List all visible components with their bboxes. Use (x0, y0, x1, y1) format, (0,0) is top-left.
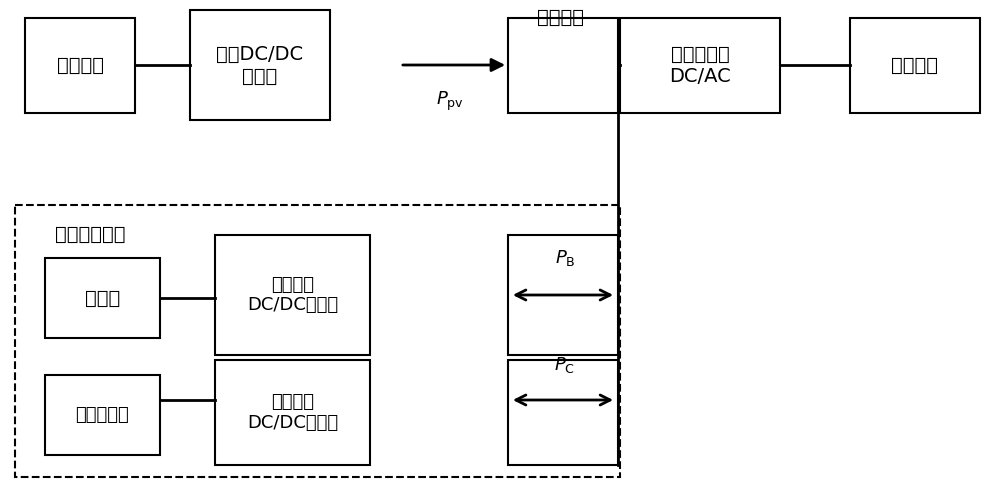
Text: $P_{\mathrm{B}}$: $P_{\mathrm{B}}$ (555, 248, 575, 268)
Bar (215, 235, 370, 355)
Text: 蓄电池: 蓄电池 (85, 289, 120, 308)
Bar (508, 235, 618, 355)
Bar (508, 360, 618, 465)
Bar (15, 205, 620, 477)
Bar (25, 18, 135, 113)
Text: $P_{\mathrm{pv}}$: $P_{\mathrm{pv}}$ (436, 90, 464, 113)
Bar (215, 360, 370, 465)
Text: 并网逆变器
DC/AC: 并网逆变器 DC/AC (669, 45, 731, 86)
Bar (620, 18, 780, 113)
Text: 光伏系统: 光伏系统 (56, 56, 104, 75)
Bar (45, 258, 160, 338)
Text: 第二双向
DC/DC变换器: 第二双向 DC/DC变换器 (247, 393, 338, 432)
Text: 超级电容器: 超级电容器 (76, 406, 129, 424)
Bar (45, 375, 160, 455)
Text: 直流母线: 直流母线 (536, 8, 584, 27)
Text: 第一双向
DC/DC变换器: 第一双向 DC/DC变换器 (247, 275, 338, 315)
Text: 单向DC/DC
变换器: 单向DC/DC 变换器 (216, 45, 304, 85)
Bar (508, 18, 618, 113)
Bar (190, 10, 330, 120)
Text: $P_{\mathrm{C}}$: $P_{\mathrm{C}}$ (554, 355, 576, 375)
Text: 混合储能电路: 混合储能电路 (55, 225, 126, 244)
Bar (850, 18, 980, 113)
Text: 交流电网: 交流电网 (892, 56, 938, 75)
